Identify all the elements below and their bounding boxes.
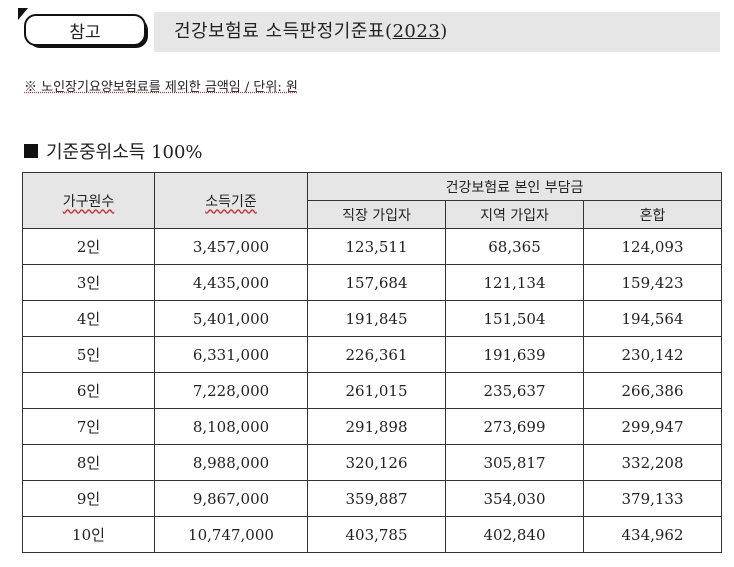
cell-workplace: 359,887	[307, 480, 446, 517]
cell-regional: 273,699	[445, 408, 584, 445]
cell-income: 6,331,000	[154, 336, 308, 373]
cell-regional: 235,637	[445, 372, 584, 409]
cell-regional: 151,504	[445, 300, 584, 337]
section-title: 기준중위소득 100%	[24, 138, 203, 164]
cell-household: 8인	[22, 444, 155, 481]
cell-workplace: 226,361	[307, 336, 446, 373]
cell-income: 8,988,000	[154, 444, 308, 481]
table-row: 9인 9,867,000 359,887 354,030 379,133	[22, 480, 722, 517]
header-regional: 지역 가입자	[445, 200, 584, 229]
cell-workplace: 291,898	[307, 408, 446, 445]
cell-regional: 68,365	[445, 228, 584, 265]
cell-mixed: 299,947	[583, 408, 722, 445]
header-workplace: 직장 가입자	[307, 200, 446, 229]
cell-workplace: 320,126	[307, 444, 446, 481]
cell-workplace: 261,015	[307, 372, 446, 409]
cell-workplace: 123,511	[307, 228, 446, 265]
table-row: 3인 4,435,000 157,684 121,134 159,423	[22, 264, 722, 301]
cell-income: 8,108,000	[154, 408, 308, 445]
cell-workplace: 157,684	[307, 264, 446, 301]
tag-corner-mark	[18, 8, 28, 20]
cell-mixed: 124,093	[583, 228, 722, 265]
unit-note: ※ 노인장기요양보험료를 제외한 금액임 / 단위: 원	[24, 76, 298, 95]
cell-regional: 191,639	[445, 336, 584, 373]
cell-mixed: 230,142	[583, 336, 722, 373]
cell-household: 6인	[22, 372, 155, 409]
cell-regional: 121,134	[445, 264, 584, 301]
header-burden-group: 건강보험료 본인 부담금	[307, 172, 722, 201]
table-row: 10인 10,747,000 403,785 402,840 434,962	[22, 516, 722, 553]
table-row: 8인 8,988,000 320,126 305,817 332,208	[22, 444, 722, 481]
table-row: 7인 8,108,000 291,898 273,699 299,947	[22, 408, 722, 445]
table-row: 4인 5,401,000 191,845 151,504 194,564	[22, 300, 722, 337]
reference-tag-label: 참고	[69, 22, 101, 43]
table-row: 2인 3,457,000 123,511 68,365 124,093	[22, 228, 722, 265]
cell-income: 9,867,000	[154, 480, 308, 517]
document-header: 참고 건강보험료 소득판정기준표(2023)	[18, 8, 720, 52]
unit-note-text: ※ 노인장기요양보험료를 제외한 금액임 / 단위: 원	[24, 80, 298, 95]
page-title: 건강보험료 소득판정기준표(2023)	[174, 12, 448, 52]
black-square-bullet-icon	[24, 144, 38, 158]
cell-regional: 354,030	[445, 480, 584, 517]
cell-regional: 305,817	[445, 444, 584, 481]
cell-mixed: 379,133	[583, 480, 722, 517]
table-body: 2인 3,457,000 123,511 68,365 124,093 3인 4,435,0…	[22, 228, 722, 553]
cell-mixed: 332,208	[583, 444, 722, 481]
cell-household: 3인	[22, 264, 155, 301]
header-title-background	[154, 12, 720, 52]
reference-tag: 참고	[24, 14, 146, 46]
section-title-text: 기준중위소득 100%	[46, 142, 203, 163]
page-title-prefix: 건강보험료 소득판정기준표(	[174, 21, 393, 42]
cell-income: 10,747,000	[154, 516, 308, 553]
cell-household: 5인	[22, 336, 155, 373]
cell-household: 2인	[22, 228, 155, 265]
cell-income: 5,401,000	[154, 300, 308, 337]
cell-household: 9인	[22, 480, 155, 517]
header-household: 가구원수	[22, 172, 155, 229]
cell-household: 10인	[22, 516, 155, 553]
cell-mixed: 159,423	[583, 264, 722, 301]
header-mixed: 혼합	[583, 200, 722, 229]
cell-income: 7,228,000	[154, 372, 308, 409]
header-income: 소득기준	[154, 172, 308, 229]
cell-income: 4,435,000	[154, 264, 308, 301]
income-criteria-table: 가구원수 소득기준 건강보험료 본인 부담금 직장 가입자 지역 가입자 혼합 …	[22, 172, 722, 553]
page-title-suffix: )	[440, 21, 448, 42]
cell-workplace: 403,785	[307, 516, 446, 553]
cell-income: 3,457,000	[154, 228, 308, 265]
cell-mixed: 266,386	[583, 372, 722, 409]
cell-mixed: 434,962	[583, 516, 722, 553]
cell-household: 7인	[22, 408, 155, 445]
cell-mixed: 194,564	[583, 300, 722, 337]
table-row: 5인 6,331,000 226,361 191,639 230,142	[22, 336, 722, 373]
cell-household: 4인	[22, 300, 155, 337]
page-title-year: 2023	[392, 21, 441, 42]
table-row: 6인 7,228,000 261,015 235,637 266,386	[22, 372, 722, 409]
cell-regional: 402,840	[445, 516, 584, 553]
cell-workplace: 191,845	[307, 300, 446, 337]
